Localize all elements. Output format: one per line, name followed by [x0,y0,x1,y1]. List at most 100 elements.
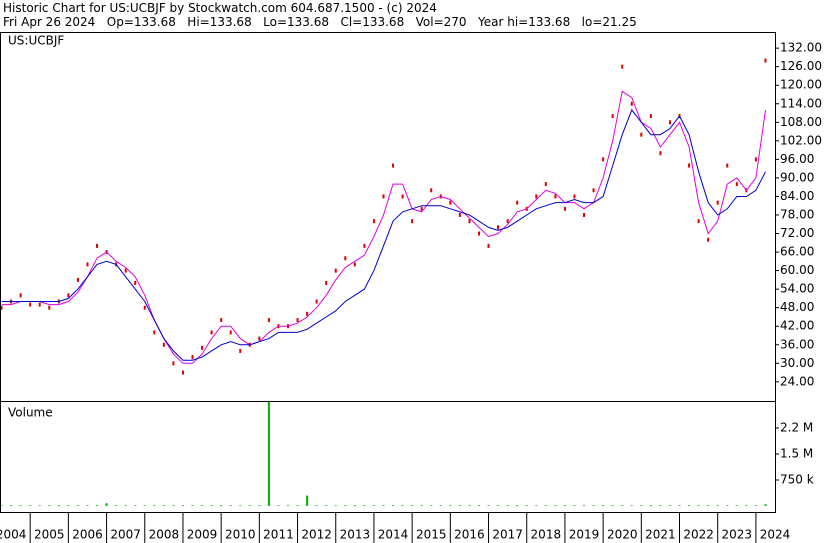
price-mark [420,206,423,211]
volume-bar [29,505,32,506]
price-panel [0,32,776,402]
price-mark [315,299,318,304]
volume-bar [105,503,108,506]
volume-bar [592,505,595,506]
volume-bar [229,505,232,506]
y-tick-label: 96.00 [780,152,814,166]
x-tick-label: 2010 [225,528,256,542]
price-mark [162,342,165,347]
price-mark [1,305,3,310]
price-mark [124,268,127,273]
volume-bar [1,505,3,506]
volume-bar [325,505,328,506]
volume-bar [267,402,270,506]
y-tick-label: 48.00 [780,300,814,314]
price-mark [535,194,538,199]
price-mark [659,151,662,156]
volume-bar [10,505,13,506]
volume-bar [86,505,89,506]
volume-bar [688,505,691,506]
price-mark [267,318,270,323]
volume-bar [525,505,528,506]
price-mark [344,256,347,261]
volume-bar [602,505,605,506]
volume-bar [430,505,433,506]
price-mark [583,212,586,217]
volume-tick-label: 1.5 M [780,447,813,461]
volume-bar [124,505,127,506]
volume-bar [344,505,347,506]
price-mark [592,188,595,193]
price-mark [411,219,414,224]
volume-bar [76,505,79,506]
volume-bar [220,505,223,506]
volume-bar [583,505,586,506]
volume-bar [38,505,41,506]
volume-bar [296,505,299,506]
price-mark [38,302,41,307]
x-tick-label: 2005 [34,528,65,542]
y-tick-label: 108.00 [780,115,822,129]
volume-bar [162,505,165,506]
x-tick-label: 2024 [760,528,791,542]
price-mark [468,219,471,224]
price-mark [554,194,557,199]
price-mark [86,262,89,267]
price-mark [76,277,79,282]
price-mark [649,114,652,119]
x-tick-label: 2007 [110,528,141,542]
price-mark [563,206,566,211]
price-mark [363,243,366,248]
price-mark [181,370,184,375]
y-tick-label: 84.00 [780,189,814,203]
volume-label: Volume [8,406,53,420]
price-mark [19,293,22,298]
volume-bar [649,505,652,506]
volume-tick-label: 2.2 M [780,421,813,435]
price-mark [668,120,671,125]
volume-bar [201,505,204,506]
volume-bar [143,505,146,506]
price-mark [449,200,452,205]
price-mark [334,268,337,273]
price-mark [516,200,519,205]
price-mark [382,194,385,199]
volume-bar [439,505,442,506]
volume-bar [67,505,70,506]
x-tick-label: 2014 [378,528,409,542]
price-mark [764,58,767,63]
price-mark [48,305,51,310]
volume-bar [487,505,490,506]
price-mark [353,262,356,267]
volume-bar [668,505,671,506]
price-mark [143,305,146,310]
price-mark [735,182,738,187]
chart-subtitle: Fri Apr 26 2024 Op=133.68 Hi=133.68 Lo=1… [3,15,637,29]
volume-bar [172,505,175,506]
volume-bar [716,505,719,506]
volume-bar [334,505,337,506]
price-mark [96,243,99,248]
volume-bar [48,505,51,506]
volume-bar [554,505,557,506]
price-mark [325,280,328,285]
x-tick-label: 2022 [683,528,714,542]
price-mark [134,280,137,285]
y-tick-label: 120.00 [780,78,822,92]
volume-bar [353,505,356,506]
volume-bar [277,505,280,506]
price-mark [697,219,700,224]
x-tick-label: 2011 [263,528,294,542]
volume-bar [477,505,480,506]
y-tick-label: 60.00 [780,263,814,277]
symbol-label: US:UCBJF [8,34,64,48]
price-mark [477,231,480,236]
y-tick-label: 102.00 [780,133,822,147]
volume-bar [535,505,538,506]
y-tick-label: 24.00 [780,374,814,388]
x-tick-label: 2015 [416,528,447,542]
y-tick-label: 90.00 [780,170,814,184]
volume-bar [363,505,366,506]
volume-bar [19,505,22,506]
